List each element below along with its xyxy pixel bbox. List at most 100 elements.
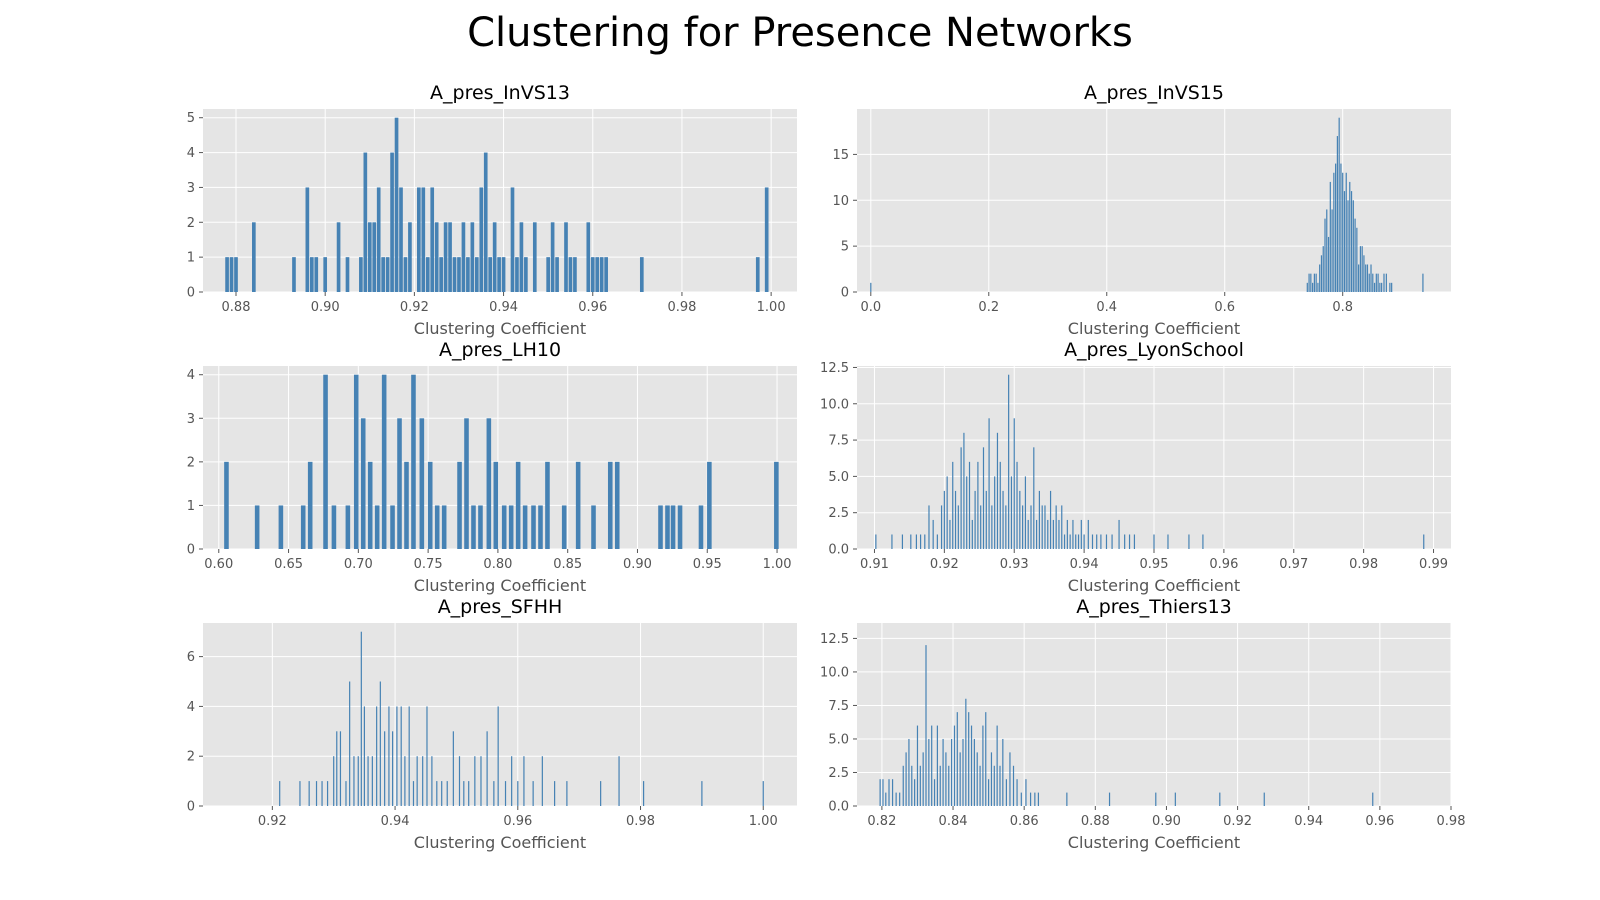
histogram-bar — [996, 432, 999, 549]
histogram-bar — [363, 152, 368, 292]
histogram-panel-2: 0.0 0.2 0.4 0.6 0.8 0 5 10 15 A_pres_InVS15 Cluste… — [832, 82, 1451, 338]
histogram-bar — [1345, 172, 1347, 292]
histogram-bar — [1087, 519, 1089, 549]
histogram-bar — [561, 505, 567, 549]
histogram-bar — [486, 731, 488, 806]
histogram-bar — [954, 490, 957, 549]
histogram-bar — [1372, 792, 1374, 806]
histogram-bar — [394, 117, 399, 293]
histogram-bar — [701, 781, 703, 806]
x-tick-label: 0.96 — [578, 300, 607, 315]
histogram-bar — [376, 706, 378, 806]
histogram-bar — [1128, 534, 1131, 549]
x-tick-label: 0.99 — [1419, 557, 1448, 572]
histogram-bar — [1320, 255, 1323, 292]
histogram-bar — [523, 756, 525, 806]
histogram-bar — [367, 222, 372, 292]
histogram-bar — [595, 257, 600, 292]
histogram-bar — [359, 257, 363, 292]
histogram-bar — [531, 505, 536, 549]
figure-title: Clustering for Presence Networks — [467, 10, 1133, 56]
histogram-bar — [1027, 519, 1029, 549]
x-tick-label: 0.70 — [344, 557, 373, 572]
histogram-bar — [1153, 534, 1155, 549]
histogram-bar — [965, 698, 967, 806]
histogram-bar — [1013, 418, 1015, 549]
histogram-bar — [446, 781, 448, 806]
histogram-bar — [1133, 534, 1136, 549]
histogram-bar — [457, 461, 462, 549]
histogram-bar — [425, 257, 430, 292]
x-tick-label: 0.75 — [414, 557, 443, 572]
histogram-bar — [928, 738, 930, 806]
histogram-bar — [940, 505, 943, 549]
histogram-bar — [457, 257, 461, 292]
x-tick-label: 0.85 — [553, 557, 582, 572]
histogram-bar — [431, 756, 433, 806]
histogram-bar — [1005, 505, 1007, 549]
x-tick-label: 0.98 — [667, 300, 696, 315]
histogram-bar — [1315, 273, 1317, 292]
y-tick-label: 5 — [187, 111, 195, 126]
plot-area — [857, 623, 1451, 806]
histogram-bar — [1379, 282, 1381, 292]
histogram-bar — [968, 461, 971, 549]
histogram-bar — [550, 222, 555, 292]
histogram-bar — [1310, 273, 1312, 292]
y-tick-label: 12.5 — [820, 361, 849, 376]
histogram-bar — [936, 534, 938, 549]
histogram-bar — [910, 534, 912, 549]
histogram-bar — [948, 765, 950, 806]
histogram-bar — [1389, 282, 1391, 292]
panel-title: A_pres_InVS13 — [430, 82, 570, 104]
y-tick-label: 12.5 — [820, 632, 849, 647]
x-tick-label: 0.98 — [1437, 814, 1466, 829]
panel-title: A_pres_LH10 — [439, 339, 561, 361]
histogram-bar — [1016, 461, 1018, 549]
x-tick-label: 0.95 — [1140, 557, 1169, 572]
x-tick-label: 0.94 — [489, 300, 518, 315]
histogram-bar — [493, 781, 495, 806]
histogram-bar — [371, 756, 373, 806]
histogram-bar — [1333, 172, 1335, 292]
histogram-bar — [1338, 117, 1340, 293]
histogram-bar — [345, 505, 351, 549]
histogram-bar — [1111, 534, 1113, 549]
histogram-bar — [993, 765, 995, 806]
histogram-bar — [508, 505, 514, 549]
histogram-bar — [1167, 534, 1169, 549]
histogram-bar — [1155, 792, 1157, 806]
panel-title: A_pres_InVS15 — [1084, 82, 1224, 104]
histogram-bar — [427, 461, 433, 549]
histogram-bar — [1025, 779, 1027, 806]
histogram-bar — [999, 461, 1001, 549]
histogram-bar — [953, 725, 956, 806]
histogram-bar — [932, 519, 934, 549]
histogram-bar — [308, 781, 310, 806]
x-axis-label: Clustering Coefficient — [414, 319, 586, 338]
histogram-bar — [1118, 519, 1120, 549]
histogram-bar — [452, 257, 457, 292]
histogram-bar — [971, 519, 973, 549]
x-tick-label: 1.00 — [757, 300, 786, 315]
histogram-bar — [1343, 191, 1346, 292]
histogram-bar — [1038, 490, 1040, 549]
histogram-bar — [326, 781, 329, 806]
histogram-bar — [1365, 264, 1367, 292]
histogram-bar — [488, 257, 493, 292]
histogram-bar — [532, 222, 537, 292]
histogram-bar — [618, 756, 620, 806]
x-tick-label: 1.00 — [763, 557, 792, 572]
histogram-bar — [379, 681, 381, 806]
histogram-bar — [441, 505, 447, 549]
histogram-bar — [421, 187, 426, 292]
histogram-bar — [360, 631, 362, 806]
histogram-bar — [517, 781, 519, 806]
histogram-bar — [1066, 519, 1068, 549]
y-tick-label: 2.5 — [828, 506, 849, 521]
x-tick-label: 0.88 — [1081, 814, 1110, 829]
histogram-bar — [885, 792, 887, 806]
histogram-bar — [899, 792, 901, 806]
histogram-bar — [1331, 209, 1333, 292]
histogram-bar — [1322, 246, 1324, 292]
